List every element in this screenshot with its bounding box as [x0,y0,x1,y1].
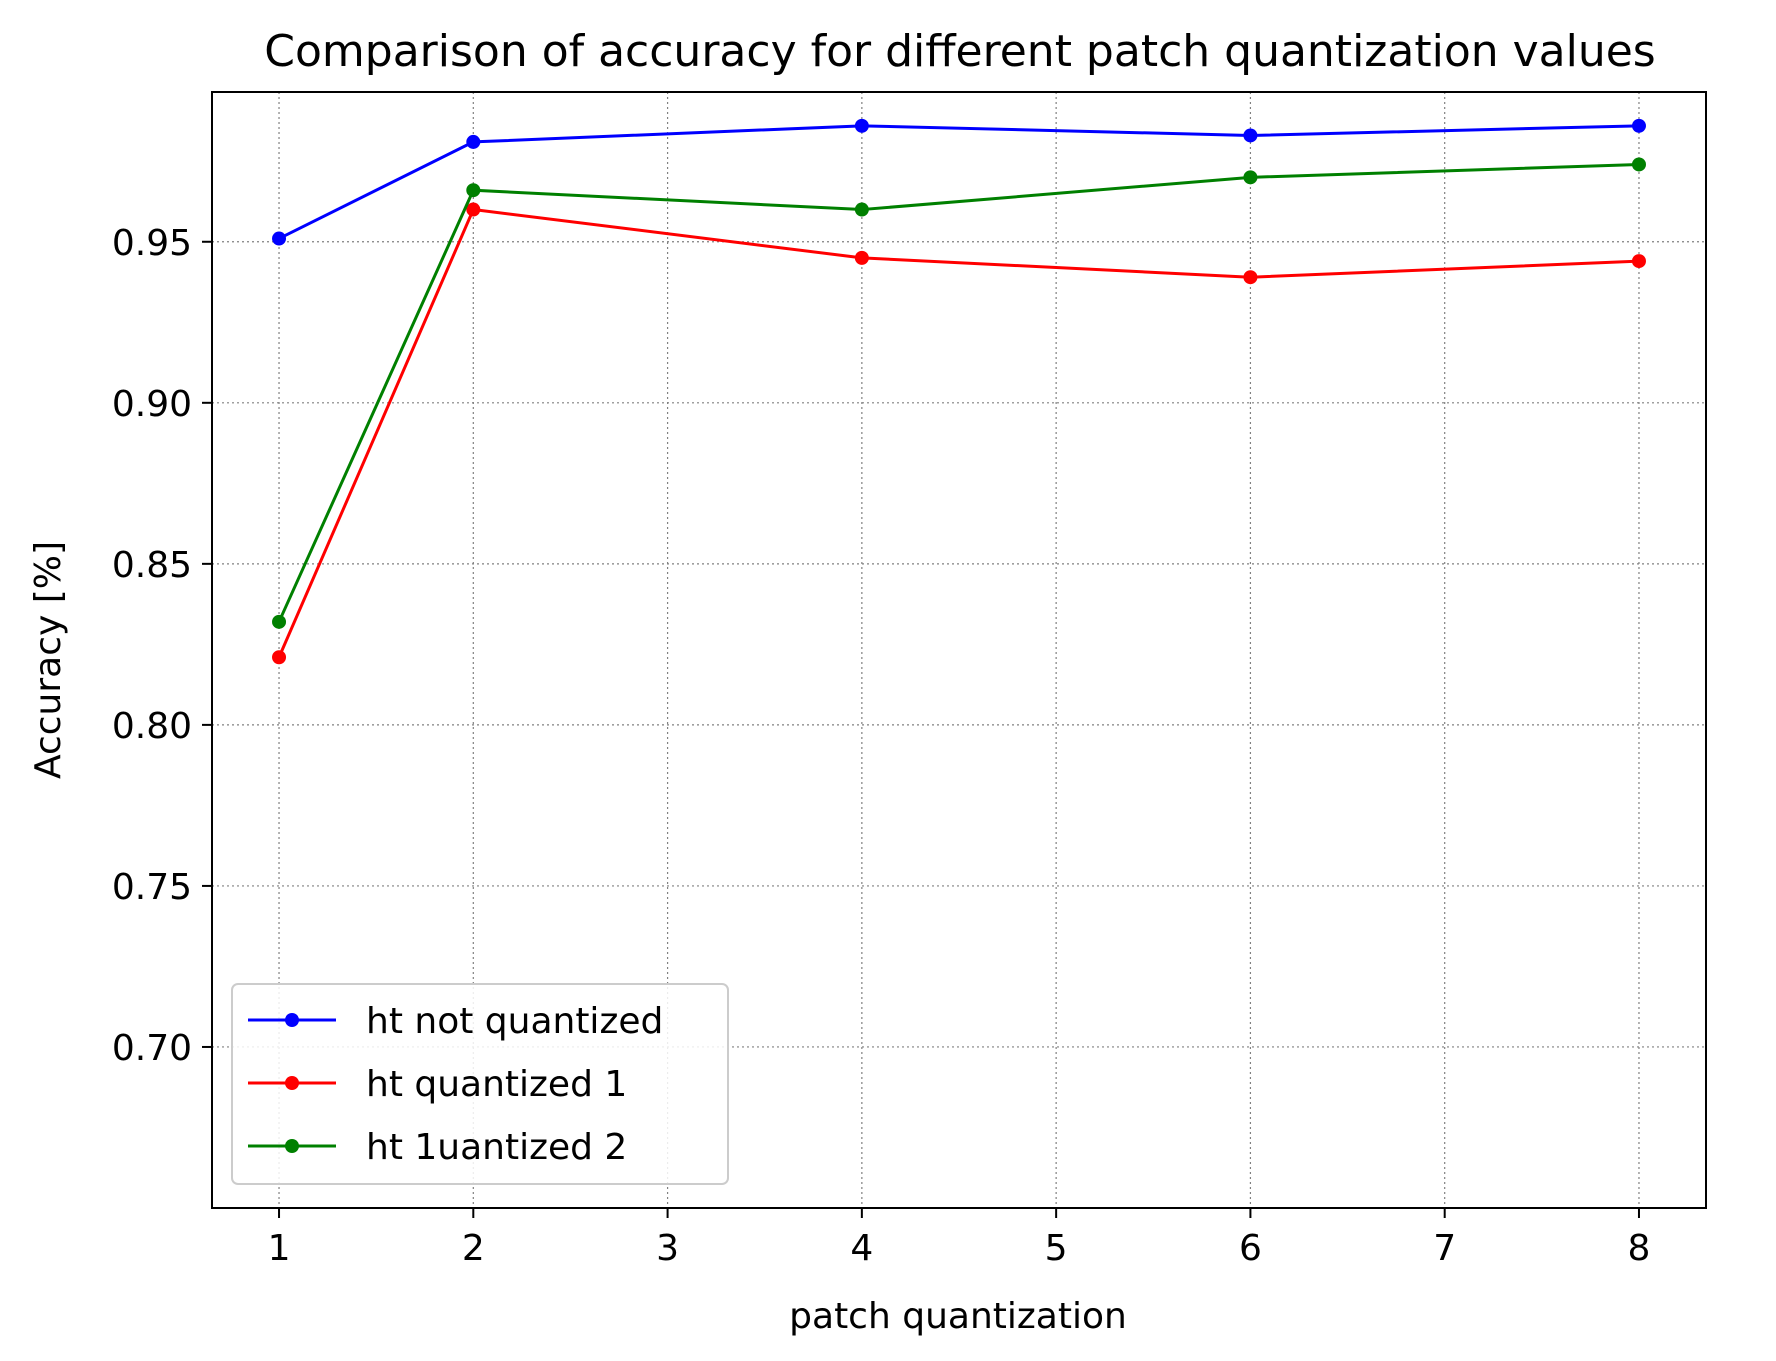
y-tick-label: 0.85 [112,545,192,586]
data-point [272,650,287,665]
grid [212,92,1706,1208]
legend-marker [285,1139,299,1153]
y-tick-label: 0.80 [112,706,192,747]
series-layer [272,118,1646,665]
y-tick-label: 0.75 [112,867,192,908]
legend-label: ht not quantized [366,1001,663,1042]
data-point [1243,270,1258,285]
legend-item: ht quantized 1 [248,1064,627,1105]
series-3 [272,157,1646,629]
data-point [466,202,481,217]
x-tick-label: 1 [268,1228,291,1269]
x-tick-label: 5 [1045,1228,1068,1269]
y-tick-label: 0.95 [112,223,192,264]
legend: ht not quantized ht quantized 1 ht 1uantiz… [231,983,729,1185]
series-1 [272,118,1646,246]
data-point [1243,170,1258,185]
legend-label: ht 1uantized 2 [366,1127,627,1168]
data-point [1631,118,1646,133]
data-point [854,118,869,133]
x-tick-label: 4 [850,1228,873,1269]
x-axis-title: patch quantization [789,1296,1127,1337]
data-point [854,250,869,265]
data-point [1631,157,1646,172]
legend-label: ht quantized 1 [366,1064,627,1105]
x-tick-label: 6 [1239,1228,1262,1269]
legend-item: ht not quantized [248,1001,663,1042]
x-tick-label: 2 [462,1228,485,1269]
legend-box [231,983,729,1185]
x-tick-label: 8 [1628,1228,1651,1269]
x-tick-label: 7 [1433,1228,1456,1269]
y-axis-title: Accuracy [%] [28,541,69,779]
plot-frame [211,91,1707,1209]
chart-title: Comparison of accuracy for different pat… [264,26,1655,77]
y-tick-label: 0.90 [112,384,192,425]
data-point [466,134,481,149]
data-point [1631,254,1646,269]
data-point [854,202,869,217]
data-point [1243,128,1258,143]
legend-marker [285,1076,299,1090]
ticks: 1 2 3 4 5 6 7 8 0.70 0.75 0.80 0.85 0.90 0.95 [112,223,1651,1269]
legend-item: ht 1uantized 2 [248,1127,627,1168]
series-2 [272,202,1646,665]
x-tick-label: 3 [656,1228,679,1269]
y-tick-label: 0.70 [112,1028,192,1069]
data-point [272,614,287,629]
data-point [272,231,287,246]
legend-marker [285,1013,299,1027]
data-point [466,183,481,198]
